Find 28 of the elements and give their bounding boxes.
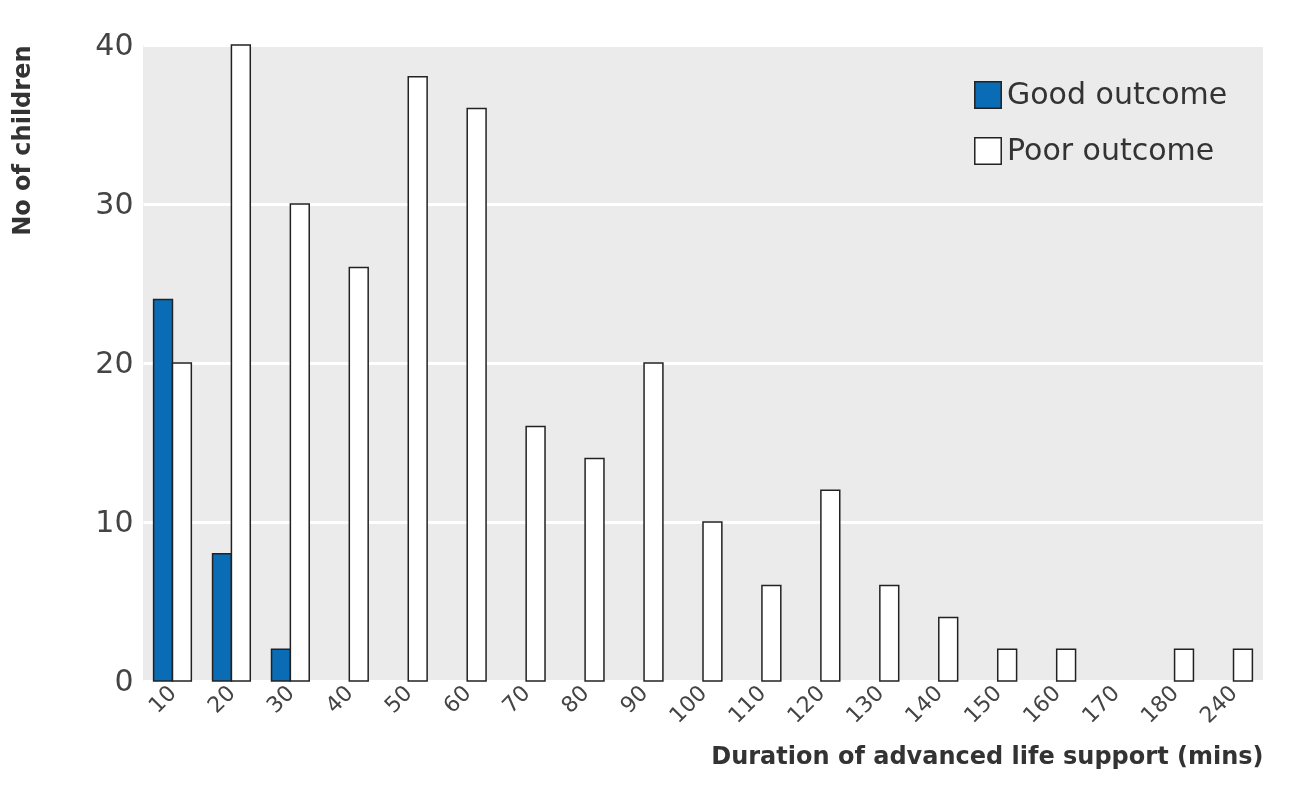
x-tick-label: 180 [1135,680,1184,728]
x-tick-label: 20 [202,680,240,718]
x-tick-label: 140 [899,680,948,728]
x-tick-label: 150 [958,680,1007,728]
x-tick-label: 90 [615,680,653,718]
x-tick-label: 10 [143,680,181,718]
y-tick-label: 10 [95,503,134,539]
x-axis-title: Duration of advanced life support (mins) [711,741,1264,770]
x-tick-label: 60 [438,680,476,718]
y-tick-label: 30 [95,185,134,221]
y-tick-label: 40 [95,26,134,62]
x-tick-label: 170 [1076,680,1125,728]
y-tick-label: 20 [95,344,134,380]
x-tick-label: 80 [556,680,594,718]
x-tick-label: 160 [1017,680,1066,728]
x-tick-label: 240 [1194,680,1243,728]
x-tick-label: 100 [664,680,712,728]
x-tick-label: 130 [840,680,889,728]
x-tick-label: 120 [782,680,830,728]
legend-label: Poor outcome [1007,132,1215,167]
y-axis-title: No of children [8,45,37,236]
y-tick-label: 0 [114,662,134,698]
legend-label: Good outcome [1007,76,1228,111]
x-tick-label: 50 [379,680,417,718]
x-tick-label: 30 [261,680,299,718]
x-tick-label: 110 [723,680,771,728]
x-tick-label: 70 [497,680,535,718]
x-tick-label: 40 [320,680,358,718]
